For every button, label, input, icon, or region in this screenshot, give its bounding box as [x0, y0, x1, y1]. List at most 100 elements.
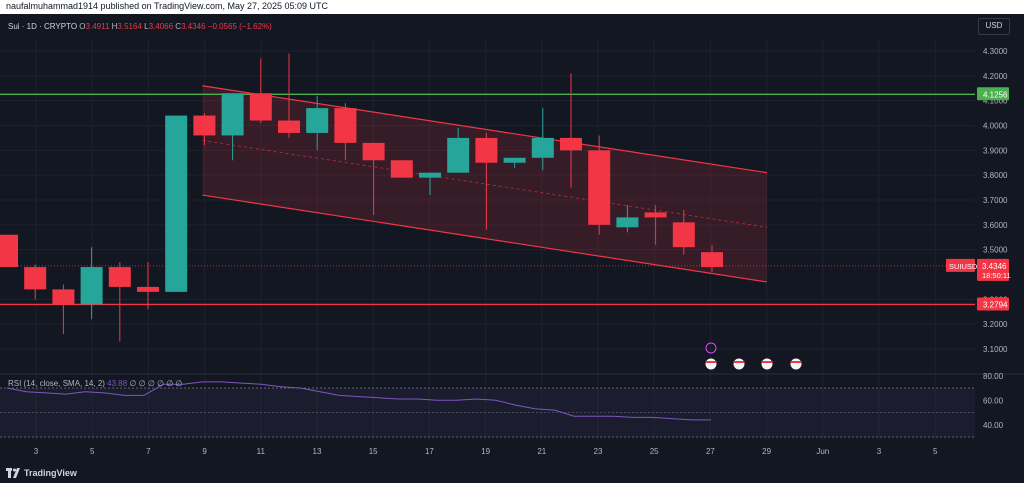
- candle-body: [503, 157, 526, 163]
- candle-body: [278, 120, 300, 133]
- change-value: −0.0565 (−1.62%): [207, 22, 272, 31]
- support-label: 3.2794: [983, 300, 1008, 309]
- candle-body: [644, 212, 667, 218]
- ohlc-legend: Sui · 1D · CRYPTO O3.4911 H3.5164 L3.406…: [8, 22, 272, 31]
- resistance-label-box: [977, 87, 1009, 101]
- event-us-flag-stripe: [790, 361, 802, 363]
- date-tick-label: 21: [537, 447, 546, 456]
- low-label: L: [144, 22, 149, 31]
- price-tick-label: 3.9000: [983, 146, 1008, 155]
- candle-body: [672, 222, 695, 248]
- candle-body: [221, 93, 244, 136]
- price-tick-label: 4.1000: [983, 97, 1008, 106]
- countdown-label: 18:50:11: [982, 271, 1011, 280]
- date-tick-label: 9: [202, 447, 207, 456]
- date-tick-label: 3: [34, 447, 39, 456]
- price-tick-label: 3.2000: [983, 320, 1008, 329]
- date-tick-label: 11: [257, 447, 266, 456]
- last-price-box: [977, 258, 1009, 281]
- date-tick-label: 7: [146, 447, 151, 456]
- rsi-legend-value: 43.88: [107, 379, 128, 388]
- support-label-box: [977, 297, 1009, 311]
- candle-body: [137, 286, 159, 292]
- price-tick-label: 4.2000: [983, 72, 1008, 81]
- date-tick-label: 27: [706, 447, 715, 456]
- currency-label: USD: [985, 21, 1003, 30]
- price-tick-label: 4.3000: [983, 47, 1008, 56]
- candle-body: [419, 172, 441, 178]
- event-lightning-icon: [705, 342, 717, 354]
- open-value: 3.4911: [85, 22, 110, 31]
- price-tick-label: 3.1000: [983, 345, 1008, 354]
- rsi-line: [6, 381, 711, 421]
- candle-body: [193, 115, 216, 136]
- price-tick-label: 3.7000: [983, 196, 1008, 205]
- date-tick-label: 5: [933, 447, 938, 456]
- rsi-legend-label: RSI (14, close, SMA, 14, 2): [8, 379, 105, 388]
- candle-body: [80, 267, 103, 305]
- price-tick-label: 4.0000: [983, 122, 1008, 131]
- event-us-flag-icon: [790, 358, 802, 370]
- symbol-label: Sui · 1D · CRYPTO: [8, 22, 78, 31]
- close-value: 3.4346: [181, 22, 206, 31]
- tradingview-brand[interactable]: TradingView: [24, 468, 77, 478]
- date-tick-label: 15: [369, 447, 378, 456]
- candle-body: [588, 150, 611, 225]
- rsi-legend: RSI (14, close, SMA, 14, 2) 43.88 ∅ ∅ ∅ …: [8, 379, 182, 388]
- footer-bar: [0, 465, 1024, 483]
- date-tick-label: 5: [90, 447, 95, 456]
- channel-lower-line: [202, 194, 768, 283]
- candle-body: [24, 267, 47, 290]
- channel-midline: [202, 140, 768, 228]
- date-tick-label: 3: [877, 447, 882, 456]
- date-tick-label: 19: [481, 447, 490, 456]
- high-value: 3.5164: [117, 22, 142, 31]
- event-us-flag-icon: [761, 358, 773, 370]
- event-us-flag-stripe: [761, 361, 773, 363]
- symbol-tag: SUIUSD: [949, 262, 978, 271]
- price-tick-label: 3.8000: [983, 171, 1008, 180]
- rsi-legend-extra: ∅ ∅ ∅ ∅ ∅ ∅: [129, 379, 183, 388]
- candle-body: [560, 137, 582, 151]
- low-value: 3.4066: [148, 22, 174, 31]
- date-tick-label: 23: [594, 447, 603, 456]
- currency-button[interactable]: USD: [978, 18, 1010, 35]
- resistance-label: 4.1256: [983, 90, 1008, 99]
- open-label: O: [79, 22, 86, 31]
- symbol-tag-box: [946, 258, 975, 272]
- candle-body: [701, 252, 723, 268]
- price-tick-label: 3.6000: [983, 221, 1008, 230]
- date-tick-label: 13: [313, 447, 322, 456]
- candle-body: [0, 234, 18, 268]
- rsi-tick-label: 60.00: [983, 396, 1004, 405]
- high-label: H: [111, 22, 118, 31]
- candle-body: [616, 217, 639, 228]
- date-tick-label: Jun: [816, 447, 829, 456]
- candle-body: [52, 289, 75, 305]
- candle-body: [447, 137, 470, 173]
- event-us-flag-icon: [733, 358, 745, 370]
- publisher-bar: naufalmuhammad1914 published on TradingV…: [0, 0, 1024, 14]
- tradingview-logo-icon: [6, 468, 20, 478]
- last-price-label: 3.4346: [982, 262, 1007, 271]
- candle-body: [306, 108, 329, 133]
- candle-body: [249, 93, 272, 121]
- candle-body: [475, 137, 498, 163]
- candle-body: [165, 115, 188, 292]
- candle-body: [108, 267, 131, 287]
- candle-body: [362, 142, 385, 161]
- channel-upper-line: [202, 85, 768, 174]
- candle-body: [390, 160, 413, 178]
- publisher-text: naufalmuhammad1914 published on TradingV…: [6, 1, 329, 11]
- rsi-tick-label: 80.00: [983, 372, 1004, 381]
- date-tick-label: 17: [425, 447, 434, 456]
- event-us-flag-stripe: [733, 361, 745, 363]
- candle-body: [334, 108, 357, 143]
- descending-channel-fill: [202, 85, 767, 282]
- candle-body: [531, 137, 554, 158]
- date-tick-label: 29: [762, 447, 771, 456]
- event-us-flag-stripe: [705, 361, 717, 363]
- event-us-flag-icon: [705, 358, 717, 370]
